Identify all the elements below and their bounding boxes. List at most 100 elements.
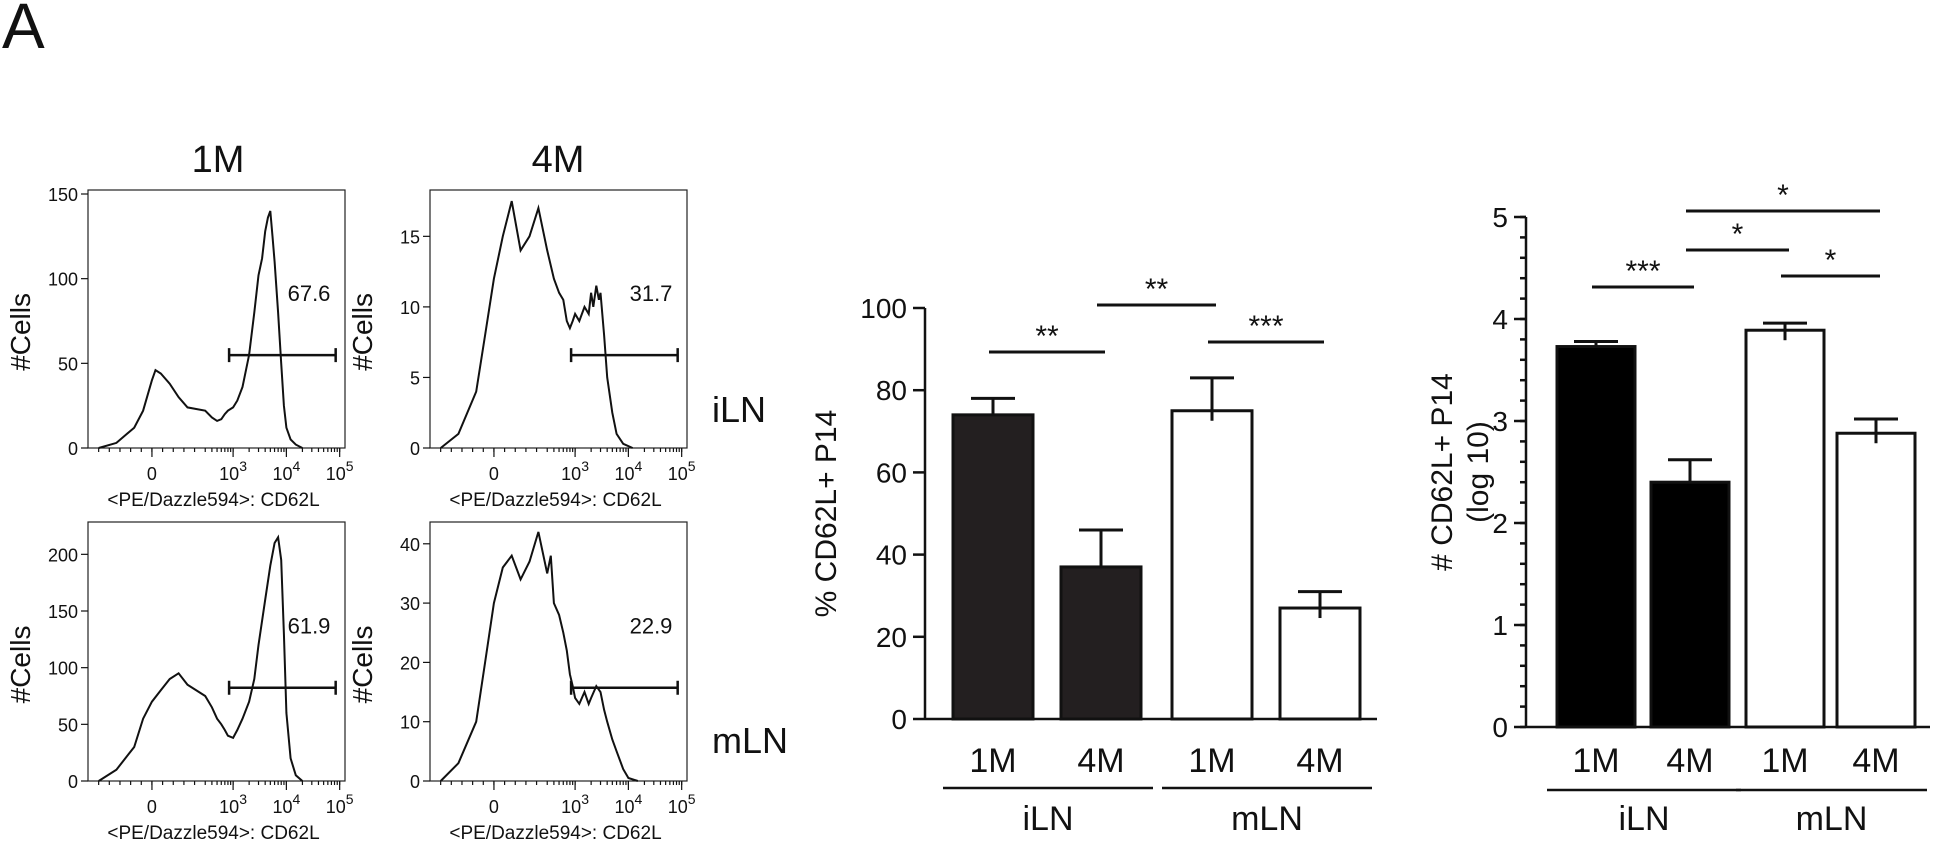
histogram-title: 1M	[192, 139, 245, 181]
plot-frame	[429, 521, 688, 782]
y-tick-label: 200	[48, 545, 78, 565]
x-tick-label: 104	[614, 458, 642, 484]
histogram-curve	[439, 531, 639, 782]
x-tick-label: 0	[147, 464, 157, 484]
y-tick-label: 150	[48, 602, 78, 622]
y-tick-label: 0	[68, 439, 78, 459]
category-label: 1M	[969, 742, 1016, 780]
bar	[1649, 480, 1731, 729]
group-label: iLN	[1022, 800, 1073, 838]
significance-stars: **	[1145, 273, 1169, 306]
x-tick-label: 104	[614, 791, 642, 817]
y-tick-label: 0	[1492, 712, 1508, 743]
sample-label-mln: mLN	[712, 720, 788, 761]
y-axis-label: % CD62L+ P14	[810, 410, 843, 618]
plot-frame	[87, 521, 346, 782]
y-tick-label: 0	[891, 704, 907, 735]
hist-1m-mln: 0 50 100 150 200 0 103 104 105 61.9 <PE/Dazzle594>…	[5, 521, 354, 844]
significance-stars: *	[1777, 179, 1789, 212]
x-tick-label: 105	[668, 791, 696, 817]
y-tick-label: 1	[1492, 610, 1508, 641]
x-tick-label: 103	[219, 458, 247, 484]
y-tick-label: 20	[400, 653, 420, 673]
x-tick-label: 104	[272, 458, 300, 484]
category-label: 4M	[1666, 742, 1713, 780]
x-axis-label: <PE/Dazzle594>: CD62L	[449, 490, 661, 511]
hist-4m-iln: 4M 0 5 10 15 0 103 104 105 31.7 <PE/Dazzle594>: CD…	[347, 139, 696, 511]
significance-stars: ***	[1625, 255, 1660, 288]
y-tick-label: 100	[48, 659, 78, 679]
y-tick-label: 100	[48, 270, 78, 290]
gate-percentage: 31.7	[630, 281, 673, 306]
x-tick-label: 103	[219, 791, 247, 817]
y-tick-label: 60	[876, 457, 907, 488]
y-axis-label: # CD62L+ P14	[1426, 373, 1459, 571]
bar	[1744, 328, 1826, 729]
bar	[1555, 345, 1637, 729]
y-tick-label: 80	[876, 375, 907, 406]
y-tick-label: 50	[58, 354, 78, 374]
y-axis-label: #Cells	[5, 626, 36, 704]
x-tick-label: 104	[272, 791, 300, 817]
category-label: 1M	[1188, 742, 1235, 780]
group-label: mLN	[1231, 800, 1303, 838]
y-tick-label: 0	[410, 439, 420, 459]
significance-stars: *	[1732, 218, 1744, 251]
plot-frame	[87, 189, 346, 449]
y-tick-label: 0	[68, 772, 78, 792]
bar	[1170, 409, 1254, 721]
gate-percentage: 67.6	[288, 281, 331, 306]
bar	[1059, 565, 1143, 721]
y-axis-label: #Cells	[347, 626, 378, 704]
x-tick-label: 103	[561, 458, 589, 484]
y-tick-label: 10	[400, 298, 420, 318]
histogram-curve	[440, 200, 634, 449]
significance-stars: *	[1825, 244, 1837, 277]
significance-stars: **	[1035, 320, 1059, 353]
group-label: iLN	[1618, 800, 1669, 838]
x-tick-label: 105	[668, 458, 696, 484]
x-tick-label: 0	[489, 797, 499, 817]
y-tick-label: 3	[1492, 406, 1508, 437]
y-tick-label: 10	[400, 713, 420, 733]
category-label: 1M	[1572, 742, 1619, 780]
x-axis-label: <PE/Dazzle594>: CD62L	[449, 823, 661, 844]
category-label: 4M	[1077, 742, 1124, 780]
sample-label-iln: iLN	[712, 389, 766, 430]
y-tick-label: 2	[1492, 508, 1508, 539]
hist-1m-iln: 1M 0 50 100 150 0 103 104 105 67.6 <PE/Dazzle594>:…	[5, 139, 354, 511]
y-tick-label: 20	[876, 622, 907, 653]
category-label: 4M	[1296, 742, 1343, 780]
x-tick-label: 0	[489, 464, 499, 484]
y-tick-label: 30	[400, 594, 420, 614]
x-tick-label: 105	[326, 791, 354, 817]
y-axis-label: #Cells	[347, 293, 378, 371]
y-axis-label: #Cells	[5, 293, 36, 371]
hist-4m-mln: 0 10 20 30 40 0 103 104 105 22.9 <PE/Dazzle594>: C…	[347, 521, 696, 844]
x-axis-label: <PE/Dazzle594>: CD62L	[107, 490, 319, 511]
x-tick-label: 103	[561, 791, 589, 817]
y-tick-label: 0	[410, 772, 420, 792]
group-label: mLN	[1796, 800, 1868, 838]
y-tick-label: 150	[48, 185, 78, 205]
y-tick-label: 4	[1492, 304, 1508, 335]
y-tick-label: 5	[410, 368, 420, 388]
x-axis-label: <PE/Dazzle594>: CD62L	[107, 823, 319, 844]
bar	[1278, 606, 1362, 721]
category-label: 4M	[1852, 742, 1899, 780]
significance-stars: ***	[1248, 310, 1283, 343]
y-tick-label: 40	[400, 535, 420, 555]
panel-letter: A	[2, 0, 45, 62]
y-tick-label: 100	[860, 293, 907, 324]
y-tick-label: 5	[1492, 202, 1508, 233]
y-tick-label: 15	[400, 227, 420, 247]
y-tick-label: 40	[876, 540, 907, 571]
histogram-curve	[98, 534, 304, 782]
y-tick-label: 50	[58, 715, 78, 735]
gate-percentage: 61.9	[288, 613, 331, 638]
bar	[1835, 431, 1917, 729]
